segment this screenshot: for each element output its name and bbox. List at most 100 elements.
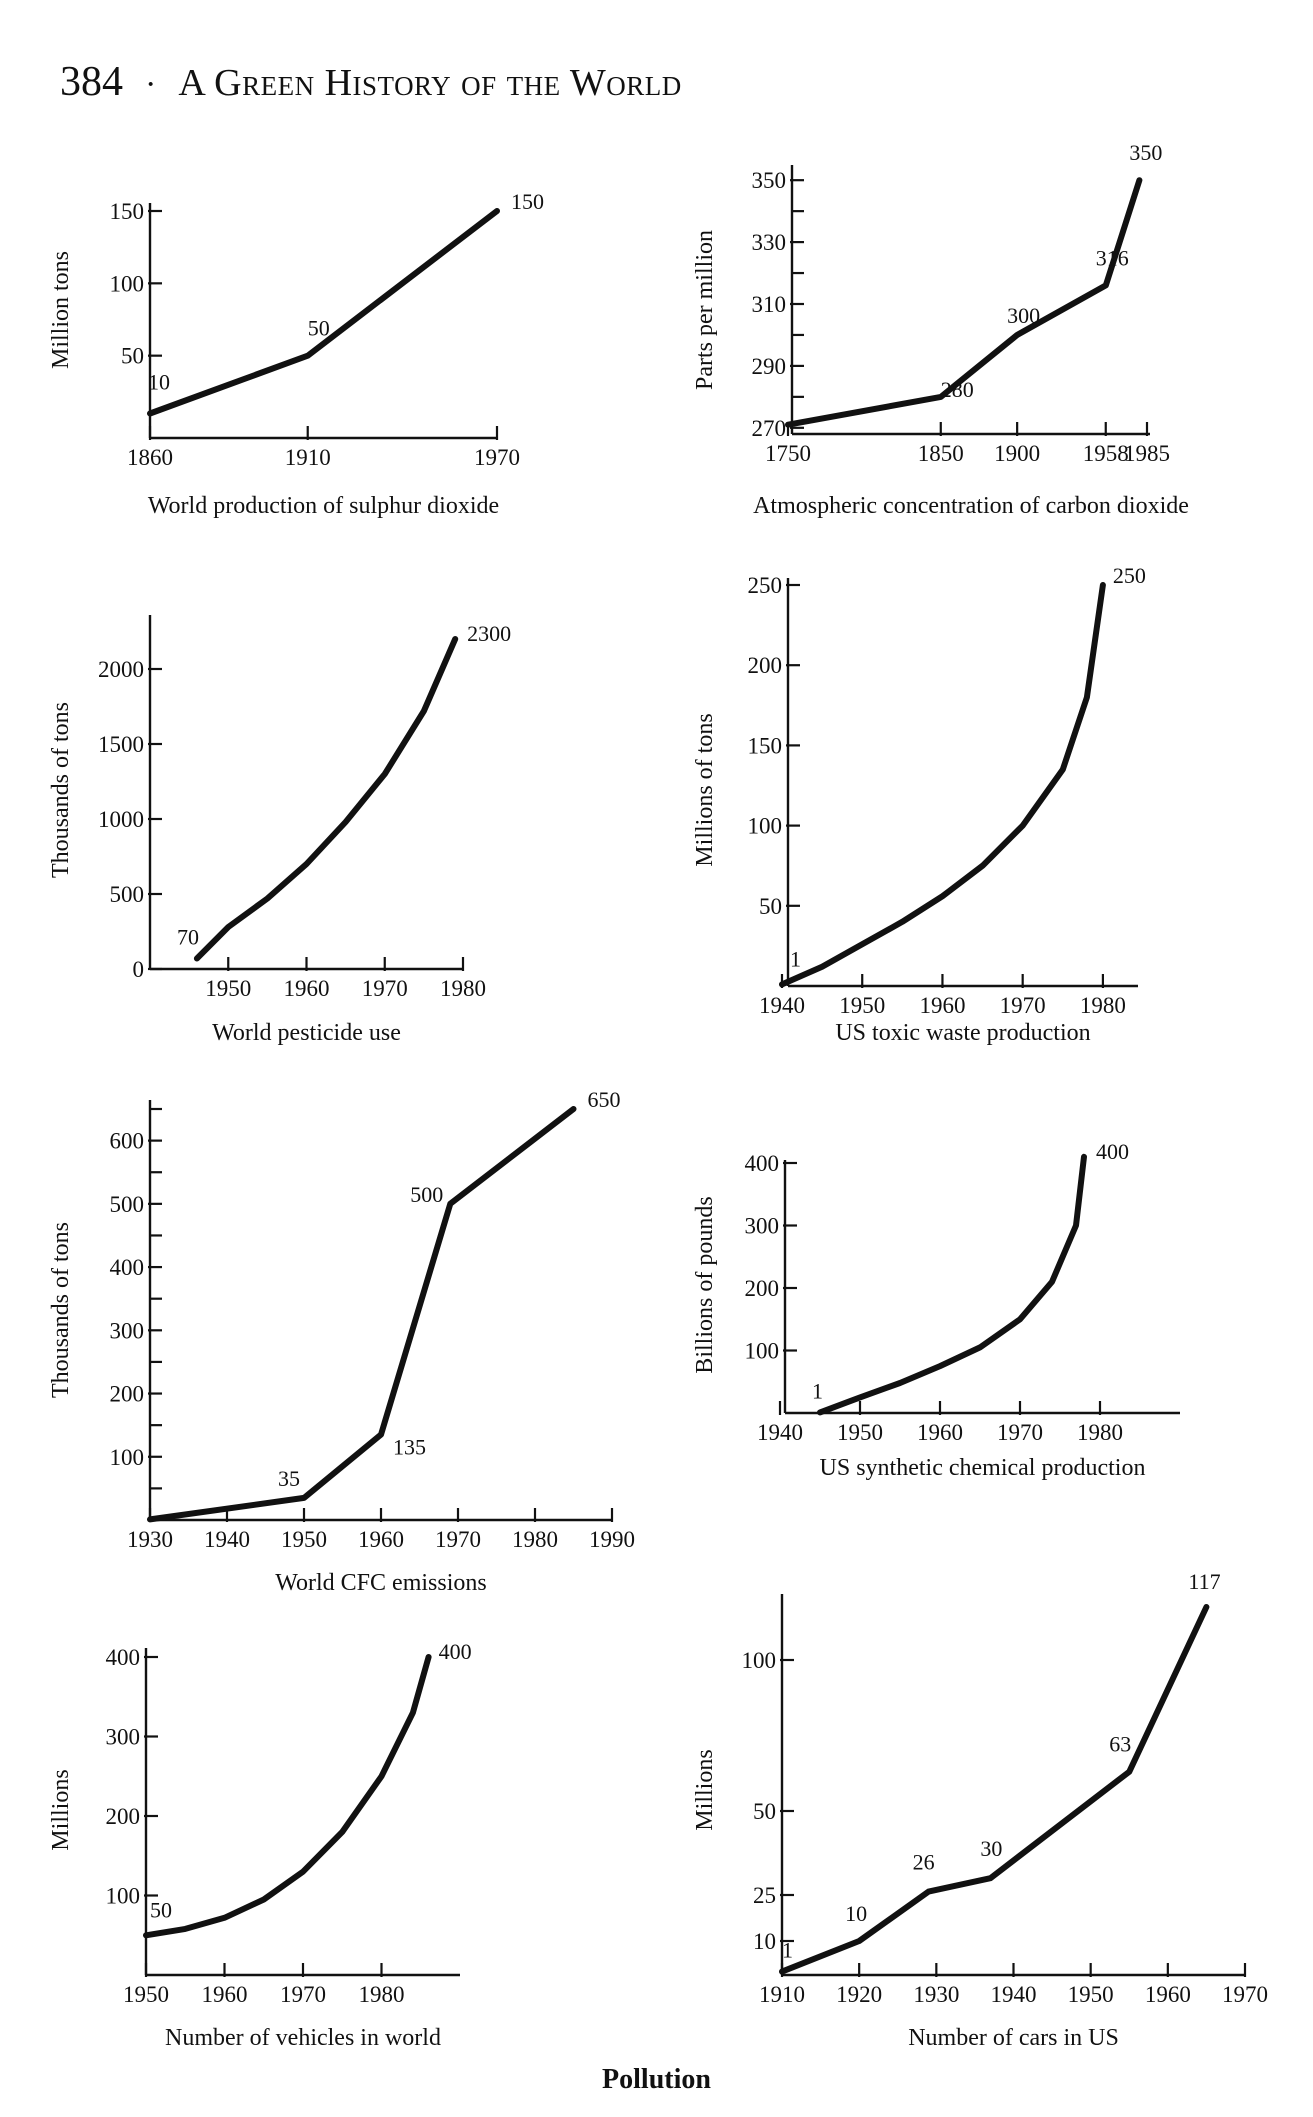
- y-tick-label: 100: [742, 1648, 777, 1673]
- x-tick-label: 1970: [362, 976, 408, 1001]
- x-tick-label: 1930: [913, 1982, 959, 2007]
- y-axis-title: Thousands of tons: [48, 1222, 74, 1398]
- y-tick-label: 290: [752, 354, 787, 379]
- x-tick-label: 1980: [440, 976, 486, 1001]
- data-label: 35: [278, 1466, 300, 1491]
- data-label: 135: [393, 1435, 426, 1460]
- y-tick-label: 300: [745, 1214, 780, 1239]
- data-label: 316: [1096, 245, 1129, 270]
- x-tick-label: 1950: [839, 993, 885, 1018]
- data-label: 400: [439, 1639, 472, 1664]
- page-header: 384 · A Green History of the World: [60, 58, 1160, 118]
- x-tick-label: 1750: [765, 441, 811, 466]
- series-line: [143, 1654, 432, 1939]
- y-tick-label: 270: [752, 416, 787, 441]
- y-tick-label: 250: [748, 573, 783, 598]
- data-label: 1: [782, 1938, 793, 1963]
- y-tick-label: 200: [110, 1382, 145, 1407]
- x-tick-label: 1990: [589, 1527, 635, 1552]
- y-tick-label: 300: [106, 1725, 141, 1750]
- series-line: [817, 1153, 1087, 1416]
- x-tick-label: 1960: [202, 1982, 248, 2007]
- x-axis-title: Number of cars in US: [908, 2025, 1119, 2051]
- y-tick-label: 100: [745, 1339, 780, 1364]
- y-tick-label: 310: [752, 292, 787, 317]
- y-tick-label: 0: [133, 957, 145, 982]
- data-label: 300: [1007, 303, 1040, 328]
- y-tick-label: 400: [106, 1645, 141, 1670]
- x-tick-label: 1960: [358, 1527, 404, 1552]
- data-label: 400: [1096, 1139, 1129, 1164]
- x-tick-label: 1980: [1077, 1420, 1123, 1445]
- data-label: 250: [1113, 563, 1146, 588]
- y-axis-title: Millions: [48, 1769, 74, 1850]
- y-axis-title: Millions of tons: [692, 713, 718, 866]
- y-tick-label: 1000: [98, 807, 144, 832]
- y-tick-label: 2000: [98, 657, 144, 682]
- y-tick-label: 300: [110, 1318, 145, 1343]
- x-tick-label: 1930: [127, 1527, 173, 1552]
- chart-3: 0 500 1000 1500 2000 1950 1960 1970 1980 70 2300 Wo…: [48, 615, 511, 1046]
- x-tick-label: 1985: [1124, 441, 1170, 466]
- y-tick-label: 100: [110, 1445, 145, 1470]
- x-tick-label: 1950: [837, 1420, 883, 1445]
- x-tick-label: 1970: [997, 1420, 1043, 1445]
- x-tick-label: 1970: [1222, 1982, 1268, 2007]
- x-tick-label: 1910: [759, 1982, 805, 2007]
- chart-5: 100 200 300 400 500 600 1930 1940 1950 1960 1970 19…: [48, 1087, 635, 1596]
- x-tick-label: 1980: [359, 1982, 405, 2007]
- x-tick-label: 1960: [917, 1420, 963, 1445]
- x-tick-label: 1900: [994, 441, 1040, 466]
- series-line: [147, 208, 500, 417]
- y-tick-label: 150: [110, 199, 145, 224]
- series-line: [147, 1106, 577, 1523]
- y-tick-label: 500: [110, 882, 145, 907]
- x-tick-label: 1970: [1000, 993, 1046, 1018]
- data-label: 70: [177, 925, 199, 950]
- y-tick-label: 400: [110, 1255, 145, 1280]
- x-axis-title: World pesticide use: [212, 1020, 401, 1046]
- y-axis-title: Millions: [692, 1749, 718, 1830]
- x-tick-label: 1910: [285, 445, 331, 470]
- x-tick-label: 1950: [281, 1527, 327, 1552]
- series-line: [779, 582, 1106, 988]
- chart-4: 50 100 150 200 250 1940 1950 1960 1970 1980 1 250 US…: [692, 563, 1146, 1046]
- y-tick-label: 10: [753, 1929, 776, 1954]
- data-label: 50: [150, 1897, 172, 1922]
- y-tick-label: 330: [752, 230, 787, 255]
- figure-caption: Pollution: [602, 2064, 711, 2095]
- y-tick-label: 100: [106, 1884, 141, 1909]
- y-tick-label: 50: [759, 894, 782, 919]
- header-separator: ·: [145, 66, 157, 103]
- x-tick-label: 1970: [474, 445, 520, 470]
- data-label: 117: [1188, 1569, 1220, 1594]
- series-line: [193, 636, 459, 962]
- y-axis-title: Parts per million: [692, 230, 718, 390]
- x-tick-label: 1950: [205, 976, 251, 1001]
- page-number: 384: [60, 59, 123, 105]
- x-tick-label: 1940: [757, 1420, 803, 1445]
- data-label: 50: [308, 316, 330, 341]
- x-tick-label: 1980: [1080, 993, 1126, 1018]
- book-title: A Green History of the World: [178, 62, 682, 104]
- x-tick-label: 1860: [127, 445, 173, 470]
- data-label: 650: [588, 1087, 621, 1112]
- x-tick-label: 1940: [759, 993, 805, 1018]
- y-axis-title: Thousands of tons: [48, 702, 74, 878]
- y-tick-label: 1500: [98, 732, 144, 757]
- data-label: 150: [511, 189, 544, 214]
- y-tick-label: 200: [106, 1804, 141, 1829]
- x-axis-title: US synthetic chemical production: [820, 1455, 1146, 1481]
- y-tick-label: 500: [110, 1192, 145, 1217]
- y-tick-label: 100: [748, 814, 783, 839]
- data-label: 10: [845, 1901, 867, 1926]
- data-label: 30: [980, 1836, 1002, 1861]
- x-tick-label: 1920: [836, 1982, 882, 2007]
- y-axis-title: Billions of pounds: [692, 1196, 718, 1373]
- series-line: [785, 177, 1143, 428]
- data-label: 500: [410, 1182, 443, 1207]
